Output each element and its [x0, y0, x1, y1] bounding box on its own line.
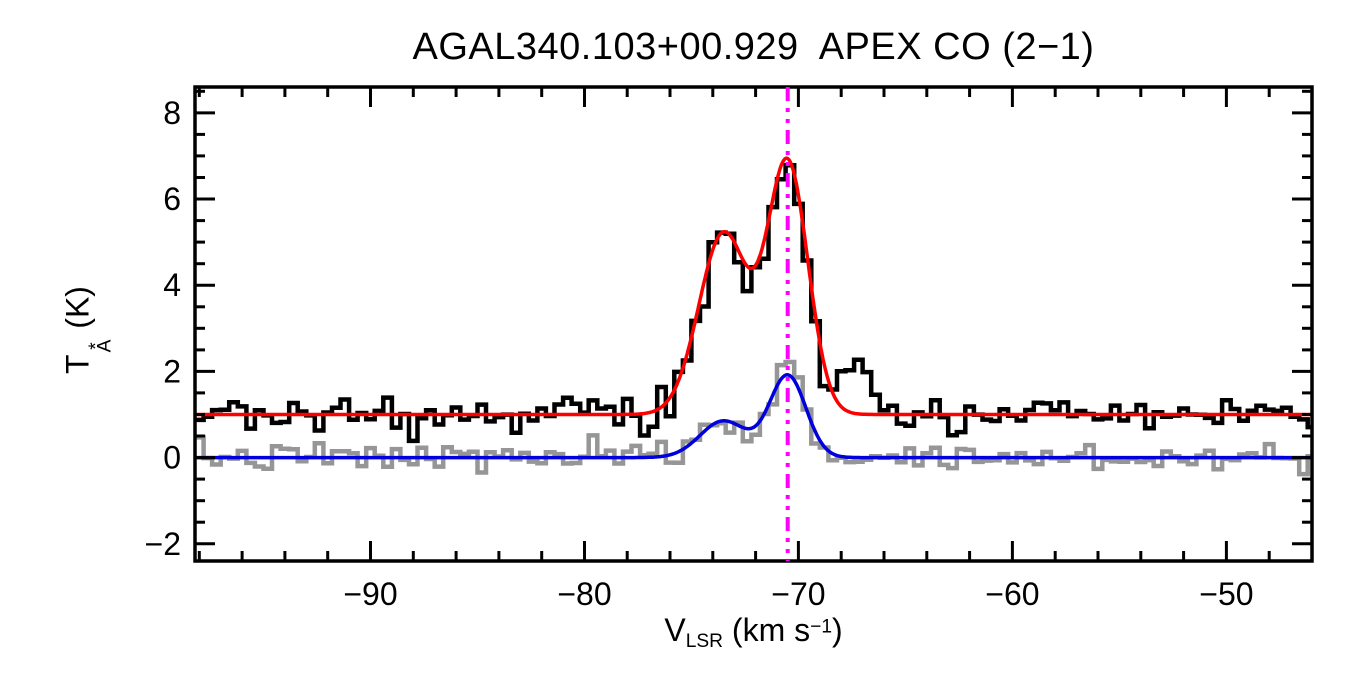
chart-title: AGAL340.103+00.929 APEX CO (2−1) [412, 26, 1095, 68]
x-tick-label: −90 [343, 576, 397, 612]
y-tick-label: −2 [145, 526, 181, 562]
x-tick-label: −50 [1199, 576, 1253, 612]
ticks-group [195, 87, 1312, 561]
plot-frame [193, 85, 1314, 563]
series-group [195, 156, 1312, 477]
xlabel-unit-pre: (km s [723, 612, 811, 648]
series-smoothed-spectrum [195, 359, 1312, 477]
xlabel-unit-post: ) [832, 612, 843, 648]
y-tick-label: 6 [163, 181, 181, 217]
y-tick-label: 8 [163, 95, 181, 131]
y-tick-label: 2 [163, 353, 181, 389]
x-tick-label: −70 [771, 576, 825, 612]
x-tick-label: −60 [985, 576, 1039, 612]
xlabel-subscript: LSR [685, 630, 724, 652]
y-tick-label: 0 [163, 440, 181, 476]
xlabel-superscript: −1 [810, 616, 832, 638]
x-axis-label: VLSR (km s−1) [195, 612, 1312, 653]
xlabel-symbol: V [664, 612, 686, 648]
x-tick-label: −80 [557, 576, 611, 612]
y-tick-label: 4 [163, 267, 181, 303]
series-observed-gaussian-fit [195, 156, 1312, 417]
series-smoothed-gaussian-fit [195, 373, 1312, 460]
series-observed-spectrum [195, 163, 1312, 444]
